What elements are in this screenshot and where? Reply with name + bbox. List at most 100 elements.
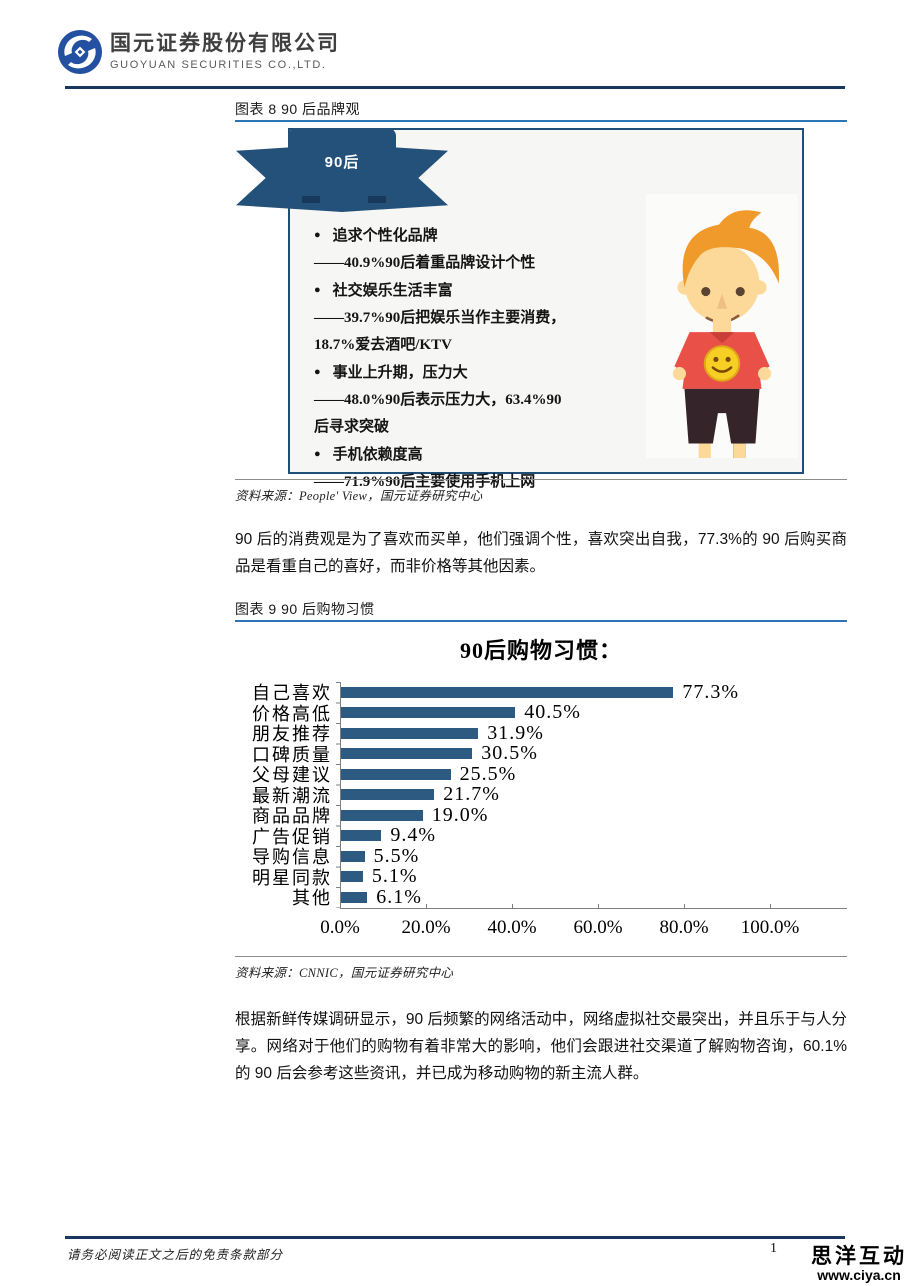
infographic-text-line: 18.7%爱去酒吧/KTV	[314, 332, 624, 359]
x-axis-tick-label: 100.0%	[740, 916, 800, 938]
chart-category-label: 商品品牌	[252, 806, 332, 827]
chart-bar	[341, 830, 382, 842]
chart-bar-area: 25.5%	[340, 763, 847, 785]
footer-disclaimer: 请务必阅读正文之后的免责条款部分	[67, 1248, 284, 1262]
infographic-bullet-list: ● 追求个性化品牌 ——40.9%90后着重品牌设计个性 ● 社交娱乐生活丰富 ——39.…	[314, 222, 624, 496]
footer-divider	[65, 1236, 845, 1239]
chart-value-label: 77.3%	[682, 680, 740, 703]
x-axis-tick-label: 0.0%	[320, 916, 360, 938]
infographic-text-line: ● 追求个性化品牌	[314, 222, 624, 250]
x-axis-tick-mark	[770, 903, 771, 909]
infographic-text: ——39.7%90后把娱乐当作主要消费，	[314, 310, 566, 326]
body-paragraph-2: 根据新鲜传媒调研显示，90 后频繁的网络活动中，网络虚拟社交最突出，并且乐于与人…	[235, 1011, 847, 1082]
chart-bar-area: 9.4%	[340, 824, 847, 847]
ribbon-tab: 90后	[288, 128, 396, 194]
chart-value-label: 5.5%	[373, 844, 420, 867]
chart-row: 明星同款 5.1%	[235, 865, 847, 888]
infographic-text: ——40.9%90后着重品牌设计个性	[314, 255, 536, 271]
chart-title: 90后购物习惯：	[459, 638, 622, 663]
chart-row: 自己喜欢 77.3%	[235, 680, 847, 704]
chart-category-label: 价格高低	[252, 703, 332, 724]
page-number: 1	[770, 1241, 777, 1256]
bullet-dot-icon: ●	[314, 366, 321, 378]
chart-value-label: 31.9%	[487, 721, 544, 744]
site-watermark: 思洋互动 www.ciya.cn	[811, 1246, 907, 1283]
infographic-text-line: ● 社交娱乐生活丰富	[314, 277, 624, 305]
chart-bar	[341, 850, 365, 862]
chart-bar-area: 5.5%	[340, 844, 847, 867]
infographic-text: 18.7%爱去酒吧/KTV	[314, 337, 452, 353]
infographic-text: 社交娱乐生活丰富	[332, 283, 453, 299]
bullet-dot-icon: ●	[314, 284, 321, 296]
chart-category-label: 其他	[292, 888, 332, 909]
x-axis-tick-mark	[684, 903, 685, 909]
x-axis-tick-mark	[512, 903, 513, 909]
chart-bar	[341, 727, 479, 739]
infographic-text-line: ● 手机依赖度高	[314, 441, 624, 469]
chart-bar-area: 77.3%	[340, 680, 847, 703]
x-axis-tick-label: 20.0%	[401, 916, 451, 938]
chart-bar	[341, 748, 473, 760]
chart-category-label: 口碑质量	[252, 744, 332, 765]
chart-bar-area: 30.5%	[340, 742, 847, 765]
chart-bar-area: 19.0%	[340, 803, 847, 826]
chart-row: 父母建议 25.5%	[235, 763, 847, 786]
chart-row: 导购信息 5.5%	[235, 844, 847, 868]
infographic-text: 事业上升期，压力大	[332, 365, 468, 381]
chart-category-label: 自己喜欢	[252, 683, 332, 704]
chart-value-label: 5.1%	[371, 865, 418, 888]
infographic-text: ——71.9%90后主要使用手机上网	[314, 474, 536, 490]
cartoon-90s-boy	[646, 194, 798, 458]
chart-row: 朋友推荐 31.9%	[235, 721, 847, 745]
chart-value-label: 30.5%	[481, 742, 538, 765]
chart-value-label: 9.4%	[390, 824, 437, 847]
chart-category-label: 最新潮流	[252, 785, 332, 806]
chart-value-label: 21.7%	[443, 783, 500, 806]
chart-row: 价格高低 40.5%	[235, 701, 847, 724]
chart-category-label: 父母建议	[252, 765, 332, 786]
chart-value-label: 40.5%	[524, 701, 581, 724]
chart-category-label: 导购信息	[252, 847, 332, 868]
x-axis-tick-label: 80.0%	[659, 916, 709, 938]
chart-bar	[341, 789, 435, 801]
infographic-text-line: ——39.7%90后把娱乐当作主要消费，	[314, 305, 624, 332]
body-paragraph-1: 90 后的消费观是为了喜欢而买单，他们强调个性，喜欢突出自我，77.3%的 90…	[235, 531, 847, 575]
figure8-infographic: 90后 ● 追求个性化品牌 ——40.9%90后着重品牌设计个性 ● 社交娱乐生活丰富 —…	[236, 128, 804, 490]
chart-row: 商品品牌 19.0%	[235, 803, 847, 827]
chart-row: 广告促销 9.4%	[235, 824, 847, 847]
header-divider	[65, 86, 845, 89]
chart-value-label: 19.0%	[431, 803, 489, 826]
chart-bar	[341, 707, 516, 719]
infographic-text-line: ——71.9%90后主要使用手机上网	[314, 469, 624, 496]
infographic-text-line: ——48.0%90后表示压力大，63.4%90	[314, 387, 624, 414]
chart-value-label: 6.1%	[376, 885, 422, 908]
chart-bar-area: 21.7%	[340, 783, 847, 806]
ribbon-banner: 90后	[236, 128, 448, 228]
bullet-dot-icon: ●	[314, 229, 321, 241]
figure8-caption-rule	[235, 120, 847, 122]
figure9-caption-rule	[235, 620, 847, 622]
chart-bar-area: 31.9%	[340, 721, 847, 744]
x-axis-tick-label: 40.0%	[487, 916, 537, 938]
chart-category-label: 朋友推荐	[252, 724, 332, 745]
figure9-source: 资料来源：CNNIC，国元证券研究中心	[235, 956, 847, 981]
x-axis-tick-mark	[598, 903, 599, 909]
chart-category-label: 明星同款	[252, 867, 332, 888]
chart-bar-area: 40.5%	[340, 701, 847, 724]
infographic-text: 手机依赖度高	[332, 447, 423, 463]
chart-x-axis: 0.0% 20.0% 40.0% 60.0% 80.0% 100.0%	[320, 903, 847, 949]
figure8-caption: 图表 8 90 后品牌观	[235, 101, 361, 117]
chart-row: 最新潮流 21.7%	[235, 783, 847, 806]
x-axis-tick-mark	[340, 903, 341, 909]
infographic-text-line: 后寻求突破	[314, 414, 624, 441]
chart-bar-area: 5.1%	[340, 865, 847, 888]
watermark-name: 思洋互动	[811, 1245, 907, 1268]
x-axis-tick-mark	[426, 903, 427, 909]
bullet-dot-icon: ●	[314, 448, 321, 460]
chart-category-label: 广告促销	[252, 826, 332, 847]
watermark-url: www.ciya.cn	[817, 1267, 901, 1283]
infographic-text: 后寻求突破	[314, 419, 390, 435]
infographic-text-line: ● 事业上升期，压力大	[314, 359, 624, 387]
x-axis-tick-label: 60.0%	[573, 916, 623, 938]
